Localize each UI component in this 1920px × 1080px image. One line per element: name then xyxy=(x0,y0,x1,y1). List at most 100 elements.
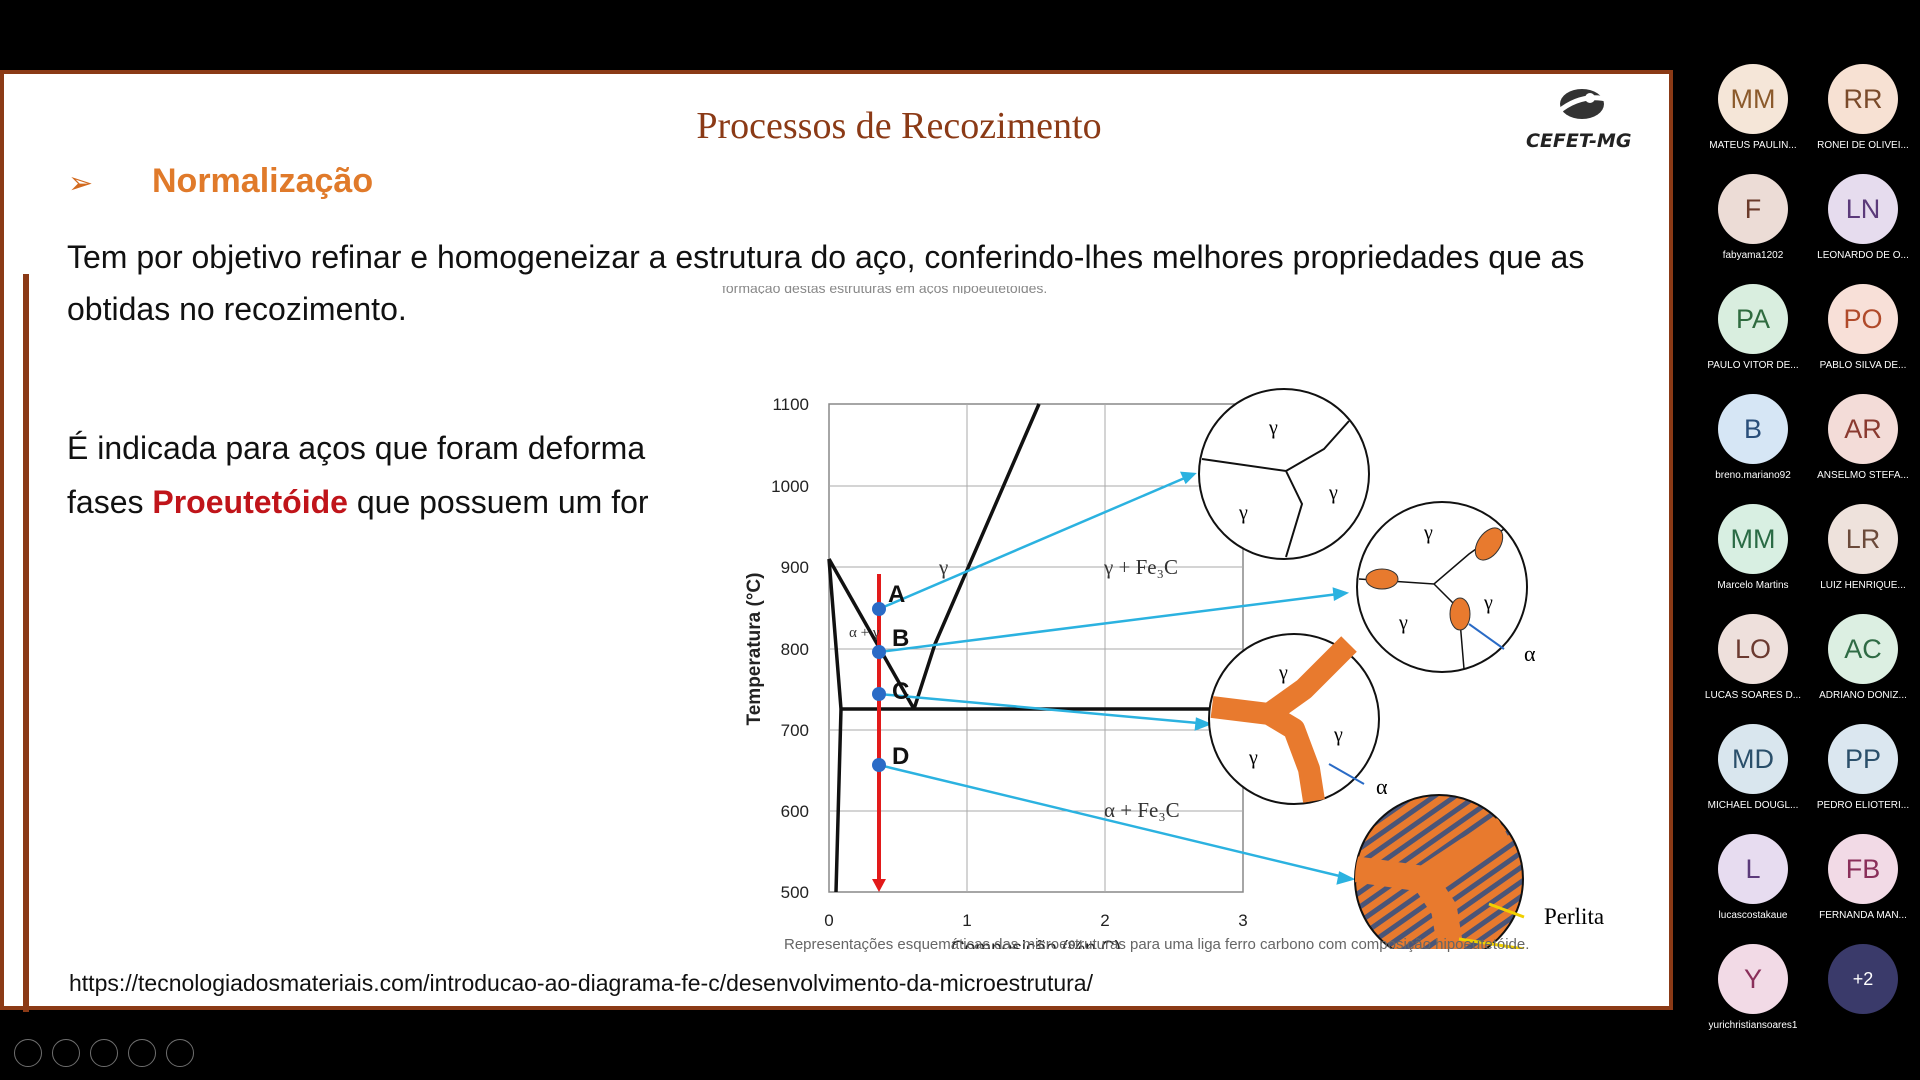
participant-name: MICHAEL DOUGL... xyxy=(1707,800,1799,811)
participant-name: fabyama1202 xyxy=(1722,250,1784,261)
region-gamma-fe3c: γ + Fe₃C xyxy=(1103,555,1178,579)
participant-tile[interactable]: RR RONEI DE OLIVEI... xyxy=(1808,64,1918,151)
region-alpha-gamma: α + γ xyxy=(849,625,880,641)
avatar: FB xyxy=(1828,834,1898,904)
alpha-label: α xyxy=(1528,941,1540,949)
presentation-slide: Processos de Recozimento CEFET-MG ➢ Norm… xyxy=(0,70,1673,1067)
avatar: PP xyxy=(1828,724,1898,794)
participant-name: PABLO SILVA DE... xyxy=(1819,360,1907,371)
y-tick: 1100 xyxy=(772,395,809,414)
participant-name: yurichristiansoares1 xyxy=(1708,1020,1798,1031)
paragraph-indication-line2: fases Proeutetóide que possuem um for xyxy=(67,475,707,529)
label-a: A xyxy=(888,581,905,608)
gamma-label: γ xyxy=(1238,502,1248,524)
more-options-button[interactable] xyxy=(166,1039,194,1067)
avatar: L xyxy=(1718,834,1788,904)
participant-tile[interactable]: +2 xyxy=(1808,944,1918,1020)
participant-name: ANSELMO STEFA... xyxy=(1817,470,1909,481)
avatar: AR xyxy=(1828,394,1898,464)
gamma-label: γ xyxy=(1248,747,1258,769)
participant-tile[interactable]: AR ANSELMO STEFA... xyxy=(1808,394,1918,481)
y-axis-label: Temperatura (°C) xyxy=(744,573,765,726)
point-b xyxy=(872,645,886,659)
participant-name: PAULO VITOR DE... xyxy=(1707,360,1799,371)
gamma-label: γ xyxy=(1423,522,1433,544)
next-slide-button[interactable] xyxy=(52,1039,80,1067)
participant-tile[interactable]: LR LUIZ HENRIQUE... xyxy=(1808,504,1918,591)
region-gamma: γ xyxy=(938,555,948,579)
participant-name: breno.mariano92 xyxy=(1715,470,1791,481)
x-tick: 1 xyxy=(962,911,971,930)
avatar: LN xyxy=(1828,174,1898,244)
paragraph-indication-line1: É indicada para aços que foram deforma xyxy=(67,430,646,466)
participant-tile[interactable]: PO PABLO SILVA DE... xyxy=(1808,284,1918,371)
pen-tool-button[interactable] xyxy=(90,1039,118,1067)
participant-tile[interactable]: MM MATEUS PAULIN... xyxy=(1698,64,1808,151)
participant-tile[interactable]: PP PEDRO ELIOTERI... xyxy=(1808,724,1918,811)
label-c: C xyxy=(892,678,909,705)
participant-name: LUCAS SOARES D... xyxy=(1704,690,1802,701)
avatar: PA xyxy=(1718,284,1788,354)
avatar: +2 xyxy=(1828,944,1898,1014)
prev-slide-button[interactable] xyxy=(14,1039,42,1067)
participant-name: MATEUS PAULIN... xyxy=(1709,140,1797,151)
label-b: B xyxy=(892,625,909,652)
y-tick: 1000 xyxy=(771,477,809,496)
y-tick: 900 xyxy=(781,558,809,577)
gamma-label: γ xyxy=(1333,724,1343,746)
point-d xyxy=(872,758,886,772)
microstructure-d: Perlita α xyxy=(1354,794,1604,949)
x-tick: 2 xyxy=(1100,911,1109,930)
avatar: Y xyxy=(1718,944,1788,1014)
participant-tile[interactable]: PA PAULO VITOR DE... xyxy=(1698,284,1808,371)
paragraph-objective: Tem por objetivo refinar e homogeneizar … xyxy=(67,239,1585,327)
section-heading: Normalização xyxy=(152,162,374,200)
source-url[interactable]: https://tecnologiadosmateriais.com/intro… xyxy=(69,970,1093,996)
participant-tile[interactable]: LN LEONARDO DE O... xyxy=(1808,174,1918,261)
point-a xyxy=(872,602,886,616)
highlight-proeutetoide: Proeutetóide xyxy=(152,484,348,520)
y-tick: 700 xyxy=(781,721,809,740)
participant-name: RONEI DE OLIVEI... xyxy=(1817,140,1909,151)
microstructure-b: γ γ γ α xyxy=(1356,501,1536,673)
y-tick: 500 xyxy=(781,883,809,902)
text-fragment: que possuem um for xyxy=(347,484,649,520)
participant-tile[interactable]: FB FERNANDA MAN... xyxy=(1808,834,1918,921)
gamma-label: γ xyxy=(1483,592,1493,614)
avatar: AC xyxy=(1828,614,1898,684)
cut-caption: formação destas estruturas em aços hipoe… xyxy=(722,286,1048,294)
alpha-label: α xyxy=(1376,774,1388,799)
slide-nav-controls[interactable] xyxy=(14,1039,194,1067)
avatar: MM xyxy=(1718,64,1788,134)
cefet-logo-icon xyxy=(1556,89,1611,119)
avatar: RR xyxy=(1828,64,1898,134)
participant-tile[interactable]: AC ADRIANO DONIZ... xyxy=(1808,614,1918,701)
point-c xyxy=(872,687,886,701)
gamma-label: γ xyxy=(1398,612,1408,634)
avatar: LR xyxy=(1828,504,1898,574)
x-axis-label: Composição (%p C) xyxy=(951,938,1121,949)
arrow-bullet-icon: ➢ xyxy=(68,167,94,200)
logo-text: CEFET-MG xyxy=(1526,130,1632,152)
participant-name: LEONARDO DE O... xyxy=(1817,250,1909,261)
gamma-label: γ xyxy=(1328,482,1338,504)
avatar: LO xyxy=(1718,614,1788,684)
avatar: F xyxy=(1718,174,1788,244)
participant-tile[interactable]: LO LUCAS SOARES D... xyxy=(1698,614,1808,701)
avatar: B xyxy=(1718,394,1788,464)
participant-tile[interactable]: MD MICHAEL DOUGL... xyxy=(1698,724,1808,811)
microstructure-arrows xyxy=(878,471,1356,885)
zoom-button[interactable] xyxy=(128,1039,156,1067)
slide-accent-bar xyxy=(23,274,29,1012)
label-d: D xyxy=(892,743,909,770)
y-tick: 800 xyxy=(781,640,809,659)
avatar: MD xyxy=(1718,724,1788,794)
participant-tile[interactable]: MM Marcelo Martins xyxy=(1698,504,1808,591)
gamma-label: γ xyxy=(1268,417,1278,439)
perlita-label: Perlita xyxy=(1544,904,1604,929)
participant-name: FERNANDA MAN... xyxy=(1819,910,1907,921)
